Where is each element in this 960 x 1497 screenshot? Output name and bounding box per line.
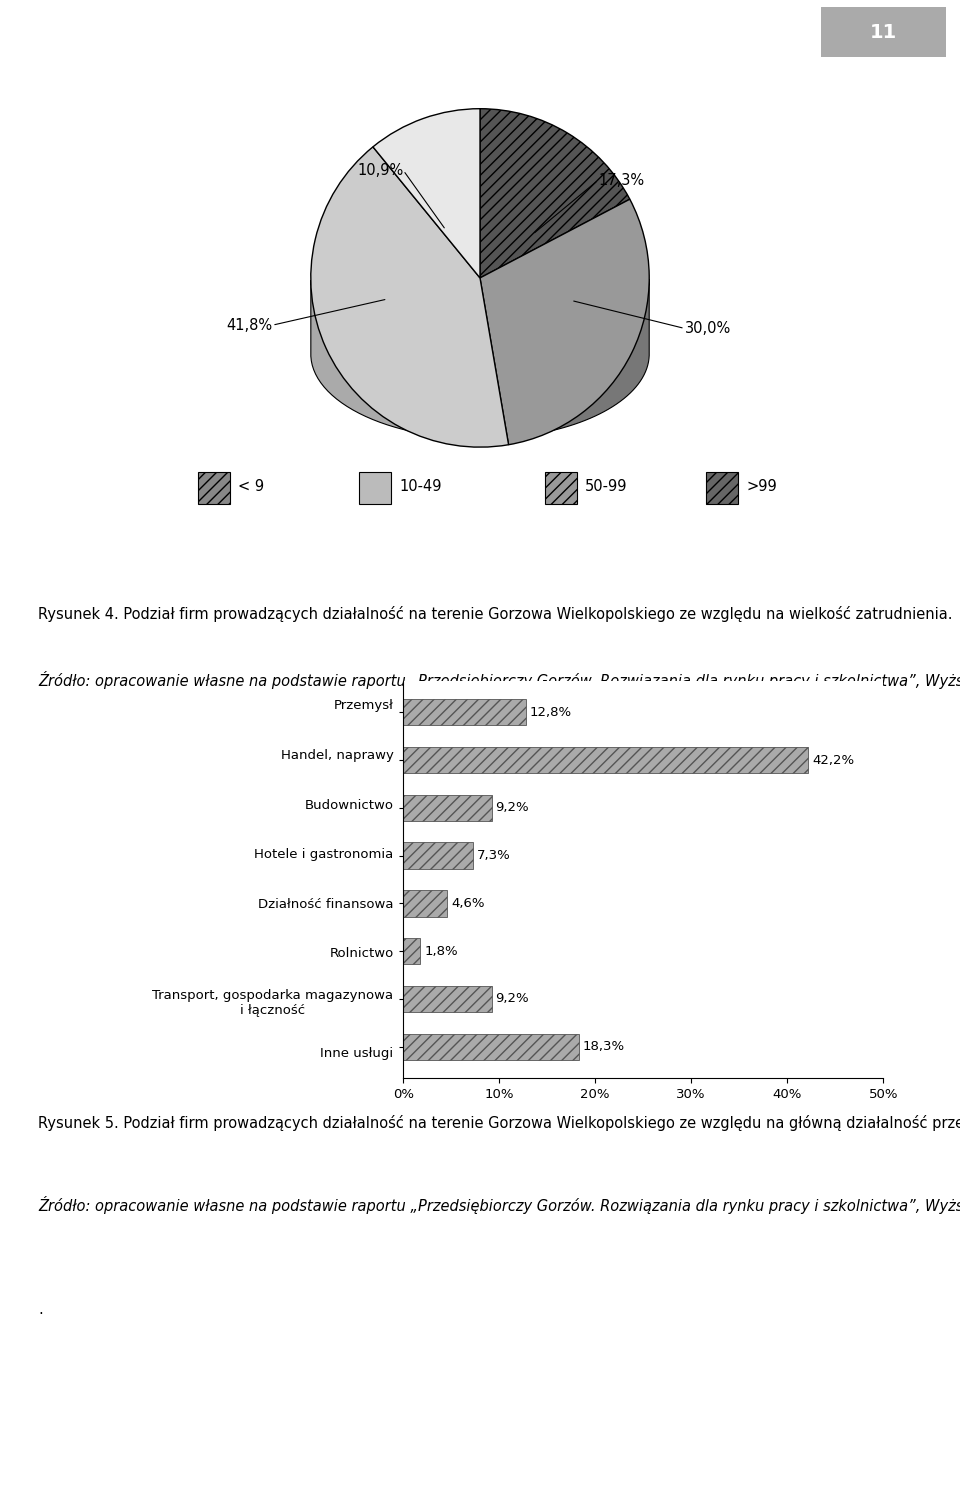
Text: 41,8%: 41,8% xyxy=(226,317,272,332)
Text: Źródło: opracowanie własne na podstawie raportu „Przedsiębiorczy Gorzów. Rozwiąz: Źródło: opracowanie własne na podstawie … xyxy=(38,671,960,689)
Text: Inne usługi: Inne usługi xyxy=(321,1046,394,1060)
Text: 10-49: 10-49 xyxy=(399,479,442,494)
Text: >99: >99 xyxy=(746,479,777,494)
Text: Hotele i gastronomia: Hotele i gastronomia xyxy=(254,849,394,861)
Text: 4,6%: 4,6% xyxy=(451,897,485,910)
Text: 11: 11 xyxy=(870,22,897,42)
Bar xyxy=(403,985,492,1012)
Text: Źródło: opracowanie własne na podstawie raportu „Przedsiębiorczy Gorzów. Rozwiąz: Źródło: opracowanie własne na podstawie … xyxy=(38,1196,960,1214)
Text: 50-99: 50-99 xyxy=(585,479,627,494)
Text: 9,2%: 9,2% xyxy=(495,801,529,814)
Text: 42,2%: 42,2% xyxy=(812,753,854,766)
Bar xyxy=(403,747,808,774)
Wedge shape xyxy=(480,109,630,278)
Text: Handel, naprawy: Handel, naprawy xyxy=(280,748,394,762)
Bar xyxy=(403,891,447,916)
Text: Rysunek 4. Podział firm prowadzących działalność na terenie Gorzowa Wielkopolski: Rysunek 4. Podział firm prowadzących dzi… xyxy=(38,606,953,623)
Text: 10,9%: 10,9% xyxy=(357,163,403,178)
Bar xyxy=(403,795,492,820)
Bar xyxy=(403,699,526,726)
Text: 18,3%: 18,3% xyxy=(583,1040,625,1054)
Bar xyxy=(403,939,420,964)
Text: 1,8%: 1,8% xyxy=(424,945,458,958)
Wedge shape xyxy=(372,109,480,278)
Wedge shape xyxy=(311,147,509,448)
Text: .: . xyxy=(38,1302,43,1317)
Text: Rysunek 5. Podział firm prowadzących działalność na terenie Gorzowa Wielkopolski: Rysunek 5. Podział firm prowadzących dzi… xyxy=(38,1115,960,1132)
Text: 30,0%: 30,0% xyxy=(684,320,732,335)
Bar xyxy=(403,843,473,868)
Polygon shape xyxy=(311,280,509,439)
Text: 12,8%: 12,8% xyxy=(530,705,572,719)
FancyBboxPatch shape xyxy=(544,472,577,504)
Text: 9,2%: 9,2% xyxy=(495,993,529,1006)
Text: Przemysł: Przemysł xyxy=(334,699,394,713)
FancyBboxPatch shape xyxy=(198,472,230,504)
FancyBboxPatch shape xyxy=(359,472,392,504)
Polygon shape xyxy=(509,280,649,437)
Text: Działność finansowa: Działność finansowa xyxy=(258,898,394,910)
Text: 17,3%: 17,3% xyxy=(598,172,644,187)
Text: 7,3%: 7,3% xyxy=(477,849,511,862)
Wedge shape xyxy=(480,199,649,445)
Text: Transport, gospodarka magazynowa
i łączność: Transport, gospodarka magazynowa i łączn… xyxy=(153,990,394,1018)
Text: < 9: < 9 xyxy=(238,479,264,494)
FancyBboxPatch shape xyxy=(706,472,738,504)
Bar xyxy=(403,1033,579,1060)
Text: Budownictwo: Budownictwo xyxy=(304,798,394,811)
Text: Rolnictwo: Rolnictwo xyxy=(329,948,394,961)
